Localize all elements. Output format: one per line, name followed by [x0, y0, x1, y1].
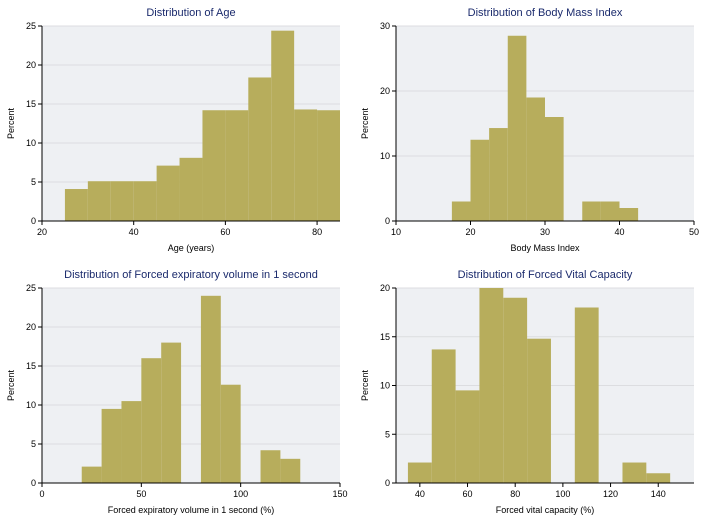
- bar: [432, 349, 456, 483]
- x-tick-label: 30: [540, 227, 550, 237]
- bar: [317, 110, 340, 221]
- y-tick-label: 5: [385, 429, 390, 439]
- panel-fvc: 40 60 80 100 120 140 0 5 10 15 20 Distribution of F…: [354, 262, 708, 523]
- y-tick-label: 15: [26, 361, 36, 371]
- y-tick-label: 0: [385, 478, 390, 488]
- bar: [88, 181, 111, 221]
- x-tick-label: 0: [39, 489, 44, 499]
- y-tick-label: 15: [26, 99, 36, 109]
- y-tick-label: 20: [26, 322, 36, 332]
- bar: [294, 109, 317, 221]
- y-tick-label: 0: [31, 216, 36, 226]
- bar: [141, 358, 161, 483]
- bar: [646, 473, 670, 483]
- y-tick-label: 20: [26, 60, 36, 70]
- bar: [111, 181, 134, 221]
- y-tick-label: 20: [380, 86, 390, 96]
- plot-background: [42, 288, 340, 483]
- bar: [157, 166, 180, 221]
- y-axis-label: Percent: [6, 369, 16, 401]
- chart-title: Distribution of Forced Vital Capacity: [458, 269, 633, 281]
- y-tick-label: 5: [31, 439, 36, 449]
- x-tick-label: 10: [391, 227, 401, 237]
- x-tick-label: 20: [37, 227, 47, 237]
- bar: [121, 401, 141, 483]
- y-tick-label: 25: [26, 283, 36, 293]
- bar: [221, 384, 241, 482]
- bar: [489, 128, 508, 221]
- bar: [202, 110, 225, 221]
- bar: [620, 208, 639, 221]
- bar: [479, 288, 503, 483]
- bar: [471, 140, 490, 221]
- bar: [280, 458, 300, 482]
- bar: [134, 181, 157, 221]
- bar: [408, 462, 432, 482]
- bar: [545, 117, 564, 221]
- bar: [575, 307, 599, 483]
- x-tick-label: 80: [510, 489, 520, 499]
- x-tick-label: 150: [332, 489, 347, 499]
- bar: [82, 466, 102, 482]
- y-tick-label: 15: [380, 331, 390, 341]
- x-tick-label: 140: [651, 489, 666, 499]
- bar: [65, 189, 88, 221]
- x-tick-label: 40: [614, 227, 624, 237]
- y-tick-label: 25: [26, 21, 36, 31]
- bar: [161, 342, 181, 482]
- bar: [456, 390, 480, 483]
- bar: [527, 338, 551, 482]
- x-tick-label: 50: [689, 227, 699, 237]
- panel-age: 20 40 60 80 0 5 10 15 20 25 Distribution of Age Age…: [0, 0, 354, 262]
- y-axis-label: Percent: [360, 369, 370, 401]
- x-tick-label: 40: [129, 227, 139, 237]
- x-tick-label: 60: [463, 489, 473, 499]
- bar: [601, 202, 620, 222]
- panel-bmi: 10203040500102030Distribution of Body Ma…: [354, 0, 708, 262]
- y-tick-label: 10: [380, 151, 390, 161]
- y-tick-label: 5: [31, 177, 36, 187]
- chart-title: Distribution of Forced expiratory volume…: [64, 269, 318, 281]
- bar: [508, 36, 527, 221]
- bar: [261, 450, 281, 483]
- y-tick-label: 30: [380, 21, 390, 31]
- y-tick-label: 10: [26, 138, 36, 148]
- bar: [102, 408, 122, 482]
- x-tick-label: 80: [312, 227, 322, 237]
- x-tick-label: 60: [220, 227, 230, 237]
- y-tick-label: 0: [31, 478, 36, 488]
- y-tick-label: 20: [380, 283, 390, 293]
- x-tick-label: 50: [136, 489, 146, 499]
- bar: [622, 462, 646, 482]
- y-tick-label: 0: [385, 216, 390, 226]
- y-tick-label: 10: [26, 400, 36, 410]
- bar: [271, 31, 294, 221]
- y-axis-label: Percent: [6, 107, 16, 139]
- panel-fev1: 0 50 100 150 0 5 10 15 20 25 Distribution of Force…: [0, 262, 354, 523]
- x-tick-label: 20: [465, 227, 475, 237]
- bar: [225, 110, 248, 221]
- bar: [582, 202, 601, 222]
- x-tick-label: 120: [603, 489, 618, 499]
- x-axis-label: Age (years): [168, 243, 215, 253]
- chart-grid: 20 40 60 80 0 5 10 15 20 25 Distribution of Age Age…: [0, 0, 708, 523]
- x-tick-label: 100: [555, 489, 570, 499]
- y-tick-label: 10: [380, 380, 390, 390]
- bar: [503, 297, 527, 482]
- bar: [452, 202, 471, 222]
- chart-title: Distribution of Age: [146, 7, 235, 19]
- x-tick-label: 40: [415, 489, 425, 499]
- x-tick-label: 100: [233, 489, 248, 499]
- x-axis-label: Body Mass Index: [510, 243, 580, 253]
- bar: [248, 77, 271, 221]
- bar: [201, 295, 221, 482]
- x-axis-label: Forced vital capacity (%): [496, 505, 595, 515]
- chart-title: Distribution of Body Mass Index: [468, 7, 623, 19]
- x-axis-label: Forced expiratory volume in 1 second (%): [108, 505, 275, 515]
- bar: [526, 98, 545, 222]
- bar: [180, 158, 203, 221]
- y-axis-label: Percent: [360, 107, 370, 139]
